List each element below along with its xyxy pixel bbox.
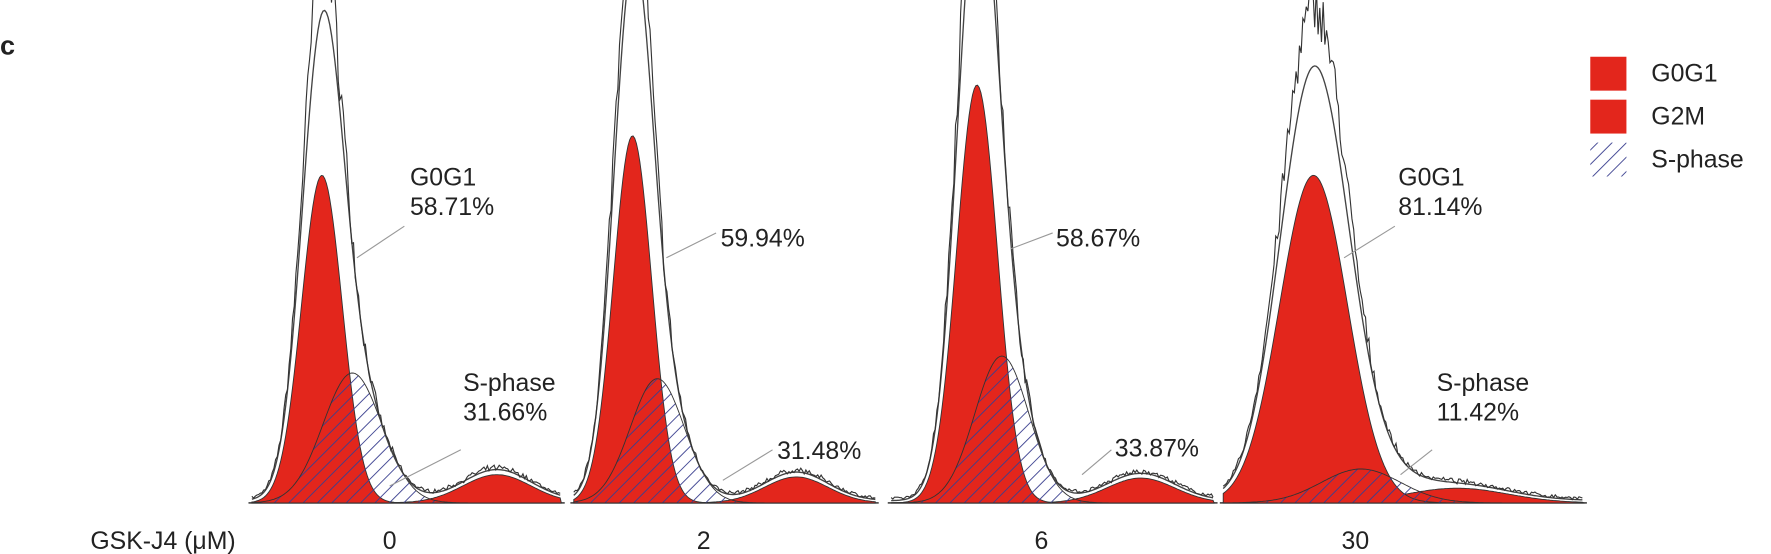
fit-envelope: [1222, 65, 1583, 501]
leader-line: [1081, 449, 1112, 476]
annotation: 31.48%: [777, 438, 861, 465]
legend-label: G0G1: [1651, 61, 1717, 88]
annotation: 58.71%: [410, 194, 494, 221]
raw-histogram: [890, 0, 1214, 500]
dose-label: 0: [383, 528, 397, 554]
dose-label: 2: [697, 528, 711, 554]
raw-histogram: [573, 0, 876, 499]
annotation: 31.66%: [463, 399, 547, 426]
legend-swatch: [1590, 142, 1627, 177]
x-axis-label: GSK-J4 (μM): [90, 528, 235, 554]
s-phase: [573, 378, 876, 504]
dose-label: 6: [1034, 528, 1048, 554]
annotation: G0G1: [410, 165, 476, 192]
s-phase: [891, 355, 1215, 504]
annotation: G0G1: [1398, 165, 1464, 192]
leader-line: [1010, 232, 1053, 250]
leader-line: [1343, 225, 1396, 259]
annotation: S-phase: [463, 370, 555, 397]
g0g1-peak: [251, 174, 562, 504]
s-phase: [1222, 468, 1584, 504]
s-phase: [251, 372, 562, 504]
fit-envelope: [573, 0, 876, 501]
annotation: 11.42%: [1437, 399, 1519, 426]
legend-swatch: [1590, 56, 1627, 91]
raw-histogram: [251, 0, 561, 500]
annotation: 81.14%: [1398, 194, 1482, 221]
leader-line: [722, 449, 773, 481]
panel-label: c: [0, 29, 15, 60]
leader-line: [1400, 449, 1433, 476]
dose-label: 30: [1342, 528, 1370, 554]
leader-line: [356, 225, 405, 259]
annotation: 59.94%: [721, 226, 805, 253]
legend-label: S-phase: [1651, 146, 1743, 173]
leader-line: [666, 232, 717, 259]
annotation: 58.67%: [1056, 226, 1140, 253]
raw-histogram: [1222, 0, 1583, 501]
legend-label: G2M: [1651, 104, 1705, 131]
legend-swatch: [1590, 99, 1627, 134]
annotation: S-phase: [1437, 370, 1529, 397]
g0g1-peak: [1222, 174, 1584, 504]
annotation: 33.87%: [1115, 436, 1199, 463]
leader-line: [389, 449, 462, 487]
